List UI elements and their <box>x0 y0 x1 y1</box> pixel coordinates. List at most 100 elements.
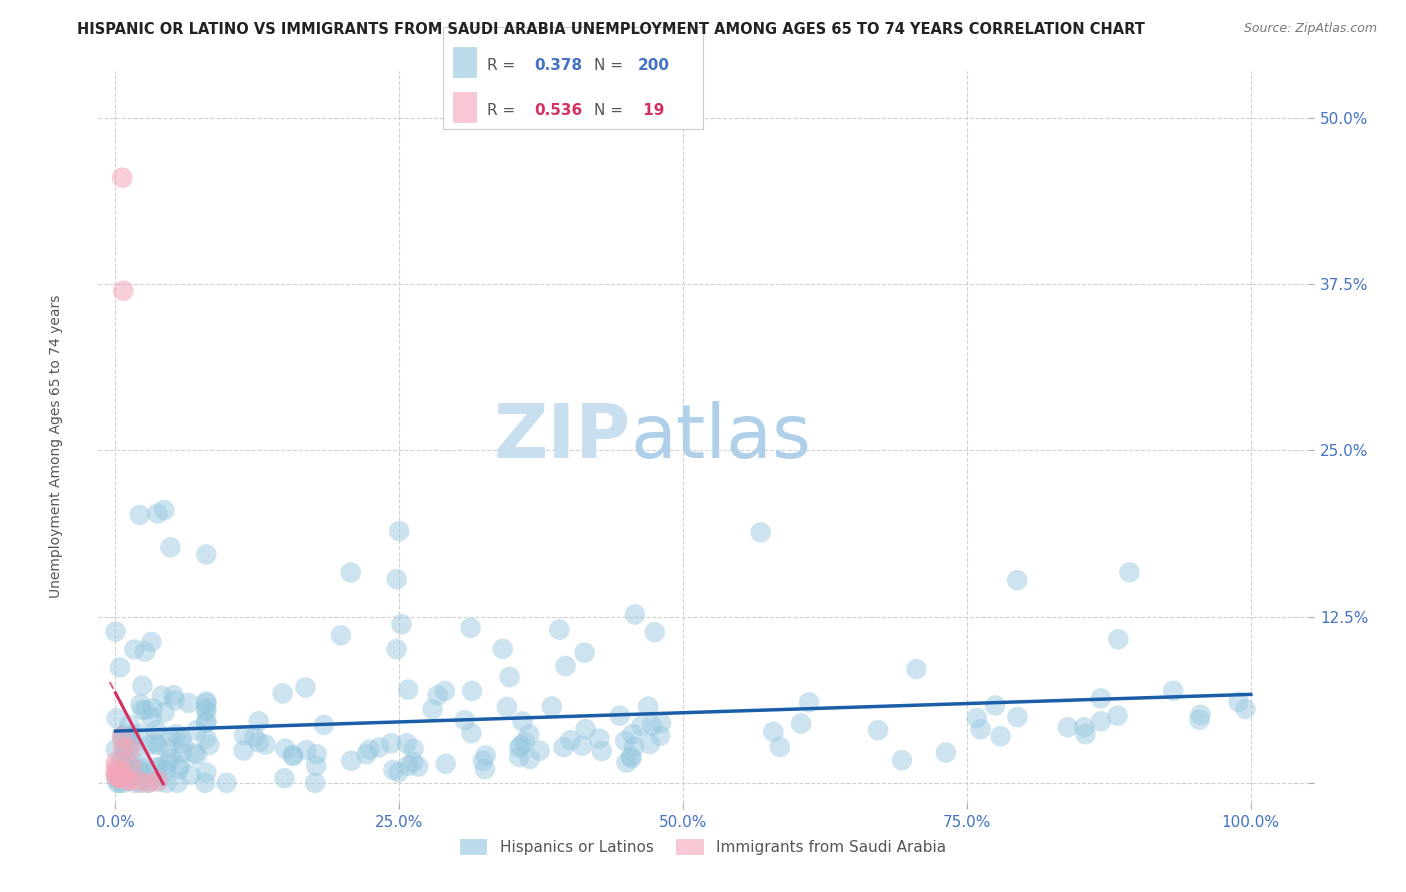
Point <box>129 698 152 712</box>
Point <box>1005 573 1028 587</box>
FancyBboxPatch shape <box>453 93 477 123</box>
Point <box>112 770 135 784</box>
Point <box>1074 727 1097 741</box>
Point <box>762 724 785 739</box>
Point <box>195 694 218 708</box>
Point <box>396 682 419 697</box>
Point <box>492 641 515 656</box>
Point <box>614 734 637 748</box>
Point <box>131 756 153 771</box>
Point <box>138 773 160 788</box>
Point <box>368 740 391 755</box>
Point <box>111 763 134 777</box>
Point <box>111 740 134 755</box>
Point <box>117 741 139 756</box>
Point <box>195 731 218 746</box>
Point <box>905 662 928 676</box>
Point <box>172 738 194 752</box>
Point <box>340 754 363 768</box>
Point <box>111 756 134 771</box>
Point <box>112 284 135 298</box>
Point <box>509 739 531 753</box>
Point <box>460 726 482 740</box>
Point <box>312 718 335 732</box>
Point <box>387 765 409 780</box>
Point <box>295 743 318 757</box>
Point <box>638 737 661 751</box>
Point <box>195 714 218 729</box>
Point <box>104 742 127 756</box>
Point <box>529 744 551 758</box>
Point <box>305 759 328 773</box>
Point <box>406 759 429 773</box>
Point <box>104 765 127 780</box>
Point <box>138 738 160 752</box>
Point <box>132 767 155 781</box>
Point <box>382 763 405 777</box>
Point <box>574 646 596 660</box>
Point <box>385 572 408 586</box>
Point <box>195 701 218 715</box>
Text: N =: N = <box>593 58 627 73</box>
Point <box>395 736 418 750</box>
Point <box>749 525 772 540</box>
Point <box>112 746 135 760</box>
Point <box>359 742 381 756</box>
Point <box>177 696 200 710</box>
Point <box>426 689 449 703</box>
Point <box>159 751 181 765</box>
Point <box>630 719 652 733</box>
Point <box>271 686 294 700</box>
Point <box>121 760 143 774</box>
Point <box>620 751 643 765</box>
Point <box>156 756 179 771</box>
Point <box>169 762 191 776</box>
Point <box>1161 684 1184 698</box>
Point <box>146 738 169 752</box>
Point <box>623 739 645 754</box>
Point <box>108 771 131 785</box>
Point <box>145 760 167 774</box>
Point <box>146 774 169 789</box>
FancyBboxPatch shape <box>453 47 477 78</box>
Text: N =: N = <box>593 103 627 119</box>
Point <box>131 679 153 693</box>
Point <box>790 716 813 731</box>
Point <box>145 735 167 749</box>
Point <box>650 716 672 731</box>
Point <box>108 771 131 785</box>
Point <box>1007 710 1029 724</box>
Point <box>107 771 129 785</box>
Point <box>304 776 326 790</box>
Point <box>495 700 517 714</box>
Point <box>650 729 672 743</box>
Point <box>120 731 142 746</box>
Point <box>141 711 163 725</box>
Point <box>391 617 413 632</box>
Point <box>471 754 494 768</box>
Point <box>112 755 135 769</box>
Point <box>134 645 156 659</box>
Point <box>247 714 270 729</box>
Point <box>609 708 631 723</box>
Point <box>560 733 582 747</box>
Point <box>588 731 610 746</box>
Point <box>644 625 666 640</box>
Point <box>115 754 138 768</box>
Point <box>620 749 643 764</box>
Point <box>571 739 593 753</box>
Point <box>104 769 127 783</box>
Point <box>1234 702 1257 716</box>
Point <box>984 698 1007 713</box>
Point <box>274 741 297 756</box>
Point <box>233 728 256 742</box>
Text: R =: R = <box>486 58 520 73</box>
Text: 200: 200 <box>638 58 671 73</box>
Point <box>641 718 664 732</box>
Point <box>169 758 191 772</box>
Point <box>163 693 186 707</box>
Point <box>356 747 378 762</box>
Point <box>454 713 477 727</box>
Point <box>166 776 188 790</box>
Point <box>890 753 912 767</box>
